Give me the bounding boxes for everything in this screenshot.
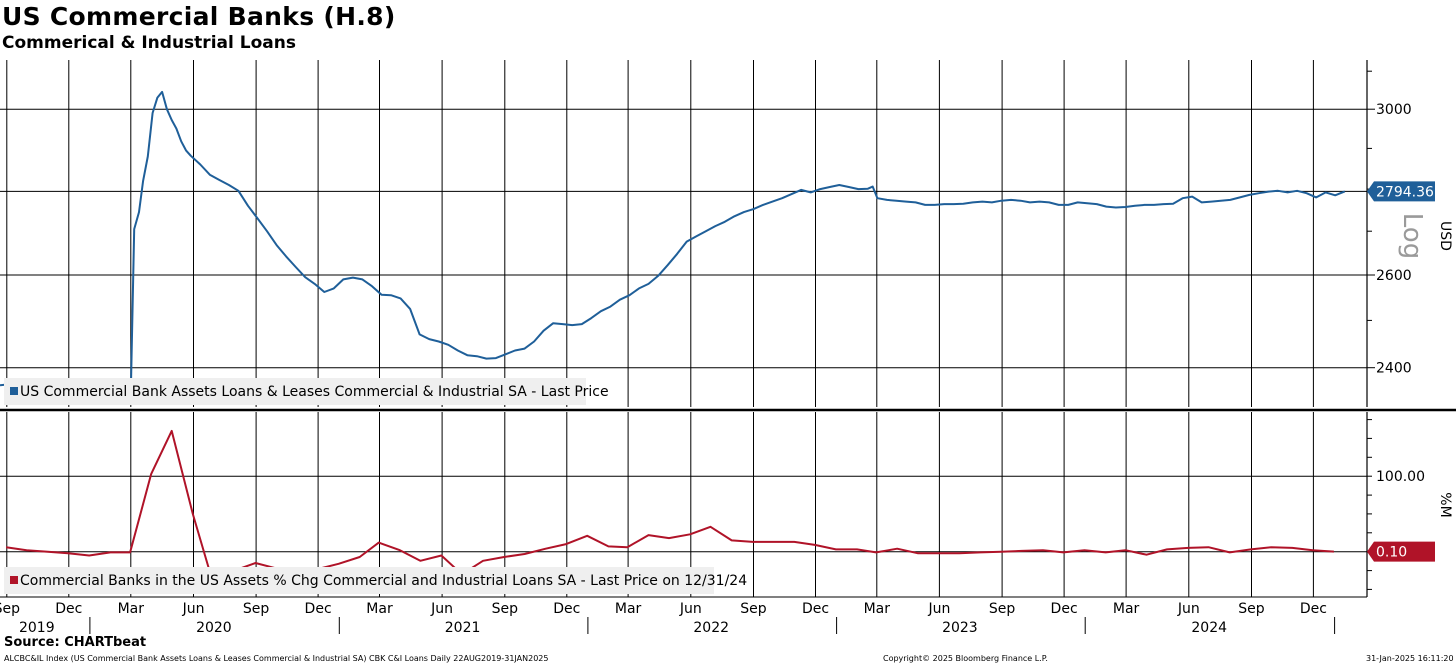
index-info: ALCBC&IL Index (US Commercial Bank Asset… — [4, 654, 549, 663]
y-tick-label-upper: 2400 — [1376, 361, 1412, 377]
x-tick-label: Mar — [1113, 601, 1140, 617]
x-tick-label: Sep — [243, 601, 270, 617]
scale-label: Log — [1397, 213, 1427, 259]
x-tick-label: Dec — [305, 601, 332, 617]
chart-title: US Commercial Banks (H.8) — [2, 2, 396, 31]
x-year-label: 2020 — [196, 620, 232, 636]
x-year-label: 2021 — [445, 620, 481, 636]
timestamp: 31-Jan-2025 16:11:20 — [1366, 654, 1454, 663]
x-tick-label: Sep — [989, 601, 1016, 617]
last-value-upper: 2794.36 — [1367, 181, 1435, 202]
x-tick-label: Sep — [740, 601, 767, 617]
legend-upper-bg — [4, 378, 586, 405]
y-tick-label-lower: 100.00 — [1376, 469, 1425, 485]
series-line-lower — [5, 429, 1334, 585]
x-tick-label: Mar — [118, 601, 145, 617]
x-tick-label: Dec — [553, 601, 580, 617]
y-axis-label-lower: %M — [1437, 492, 1453, 517]
last-value-lower: 0.10 — [1367, 541, 1435, 562]
last-value-upper-text: 2794.36 — [1376, 184, 1434, 200]
legend-lower-bg — [4, 567, 714, 594]
x-tick-label: Sep — [1238, 601, 1265, 617]
x-tick-label: Sep — [492, 601, 519, 617]
source-note: Source: CHARTbeat — [4, 635, 147, 650]
x-year-label: 2024 — [1191, 620, 1227, 636]
last-value-lower-box — [1367, 541, 1435, 562]
x-year-label: 2019 — [19, 620, 55, 636]
x-tick-label: Jun — [430, 601, 453, 617]
x-tick-label: Dec — [55, 601, 82, 617]
series-line-upper — [0, 90, 1346, 398]
x-tick-label: Jun — [927, 601, 950, 617]
x-year-label: 2022 — [693, 620, 729, 636]
y-axis-label-upper: USD — [1437, 221, 1453, 251]
x-year-label: 2023 — [942, 620, 978, 636]
x-tick-label: Mar — [864, 601, 891, 617]
y-tick-label-upper: 2600 — [1376, 268, 1412, 284]
x-tick-label: Jun — [679, 601, 702, 617]
x-tick-label: Mar — [366, 601, 393, 617]
x-tick-label: Dec — [802, 601, 829, 617]
x-tick-label: Jun — [182, 601, 205, 617]
x-tick-label: Mar — [615, 601, 642, 617]
x-tick-label: Dec — [1051, 601, 1078, 617]
legend-lower-text: Commercial Banks in the US Assets % Chg … — [20, 573, 747, 589]
y-tick-label-upper: 3000 — [1376, 102, 1412, 118]
x-tick-label: Dec — [1300, 601, 1327, 617]
x-tick-label: Sep — [0, 601, 20, 617]
legend-lower-swatch — [10, 576, 18, 584]
x-tick-label: Jun — [1177, 601, 1200, 617]
legend-upper-text: US Commercial Bank Assets Loans & Leases… — [20, 384, 609, 400]
legend-upper-swatch — [10, 387, 18, 395]
last-value-upper-box — [1367, 181, 1435, 202]
last-value-lower-text: 0.10 — [1376, 545, 1407, 561]
copyright: Copyright© 2025 Bloomberg Finance L.P. — [883, 654, 1048, 663]
chart-subtitle: Commerical & Industrial Loans — [2, 33, 296, 53]
